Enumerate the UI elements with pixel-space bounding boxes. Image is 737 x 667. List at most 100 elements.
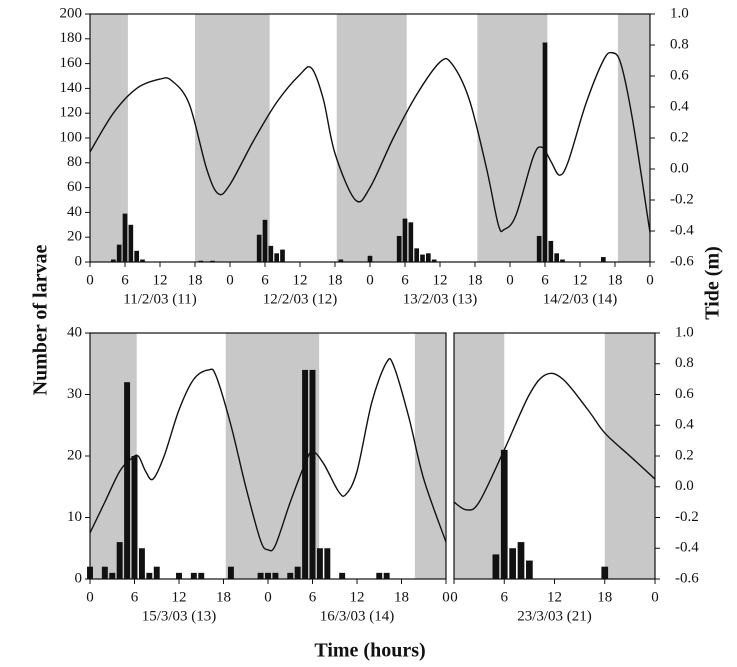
x-tick-label: 18 [468,272,483,288]
y2-tick-label: 0.4 [675,417,694,433]
bar [272,572,279,579]
x-tick-label: 0 [86,589,94,605]
y2-tick-label: -0.2 [675,509,699,525]
x-tick-label: 12 [573,272,588,288]
y-tick-label: 30 [67,386,82,402]
y2-tick-label: 0.6 [675,386,694,402]
x-tick-label: 0 [450,589,458,605]
x-tick-label: 18 [394,589,409,605]
day-label: 14/2/03 (14) [543,291,618,307]
x-tick-label: 12 [433,272,448,288]
night-band [90,14,128,262]
x-tick-label: 12 [350,589,365,605]
bar [128,224,134,262]
x-tick-label: 18 [597,589,612,605]
bar [324,548,331,579]
bar [294,566,301,579]
bar [101,566,108,579]
bar [383,572,390,579]
bar [339,572,346,579]
bar [548,240,554,262]
night-band [617,14,650,262]
bar [124,382,131,579]
y-tick-label: 0 [75,570,83,586]
bar [176,572,182,579]
y2-tick-label: 1.0 [675,324,694,340]
y-tick-label: 60 [67,179,82,195]
day-label: 23/3/03 (21) [517,608,592,624]
x-tick-label: 0 [226,272,234,288]
bar [198,260,204,262]
bar [122,213,128,262]
tide-line [453,372,656,511]
bar [280,249,285,262]
bar [131,456,138,579]
y-tick-label: 20 [67,447,82,463]
x-tick-label: 0 [651,589,659,605]
x-tick-label: 6 [131,589,139,605]
y-tick-label: 10 [67,509,82,525]
bar [116,542,123,579]
bar [227,566,234,579]
x-tick-label: 0 [86,272,94,288]
bar [426,253,431,262]
night-band [195,14,270,262]
x-tick-label: 0 [442,589,450,605]
bar [268,245,274,262]
day-label: 16/3/03 (14) [320,608,395,624]
x-tick-label: 6 [501,589,509,605]
bar [420,254,425,262]
bar [111,259,116,262]
bar [198,572,205,579]
x-tick-label: 12 [293,272,308,288]
y-tick-label: 180 [60,30,83,46]
y-tick-label: 120 [60,105,83,121]
bar [408,222,414,262]
x-tick-label: 18 [328,272,343,288]
y2-tick-label: 0.4 [670,98,689,114]
bar [376,572,383,579]
bar [309,369,316,579]
bar [210,260,215,262]
bar [414,248,419,262]
y-axis-title: Number of larvae [30,245,52,396]
y-tick-label: 160 [60,55,83,71]
bar [560,259,565,262]
night-band [454,333,505,579]
y-tick-label: 0 [75,253,83,269]
night-band [336,14,407,262]
y-tick-label: 20 [67,229,82,245]
x-tick-label: 0 [646,272,654,288]
x-tick-label: 18 [188,272,203,288]
y2-tick-label: -0.4 [670,222,694,238]
y2-tick-label: 0.0 [670,160,689,176]
y2-axis-title: Tide (m) [702,246,724,320]
y-tick-label: 40 [67,204,82,220]
y2-tick-label: -0.4 [675,540,699,556]
bar [109,572,116,579]
y2-tick-label: 0.8 [670,36,689,52]
night-band [477,14,548,262]
tide-line [89,357,447,552]
bar [601,566,609,579]
day-label: 11/2/03 (11) [123,291,196,307]
x-tick-label: 12 [547,589,562,605]
tide-line [89,51,651,233]
bar [431,259,437,262]
x-tick-label: 0 [264,589,272,605]
y2-tick-label: -0.2 [670,191,694,207]
bar [601,257,606,262]
x-axis-title: Time (hours) [314,640,425,662]
x-tick-label: 6 [401,272,409,288]
bar [302,369,309,579]
bar [509,548,516,579]
y-tick-label: 80 [67,154,82,170]
bar [134,250,139,262]
bar [153,566,160,579]
y2-tick-label: -0.6 [675,570,699,586]
y2-tick-label: 0.8 [675,355,694,371]
x-tick-label: 6 [309,589,317,605]
x-tick-label: 12 [172,589,187,605]
bar [274,253,279,262]
